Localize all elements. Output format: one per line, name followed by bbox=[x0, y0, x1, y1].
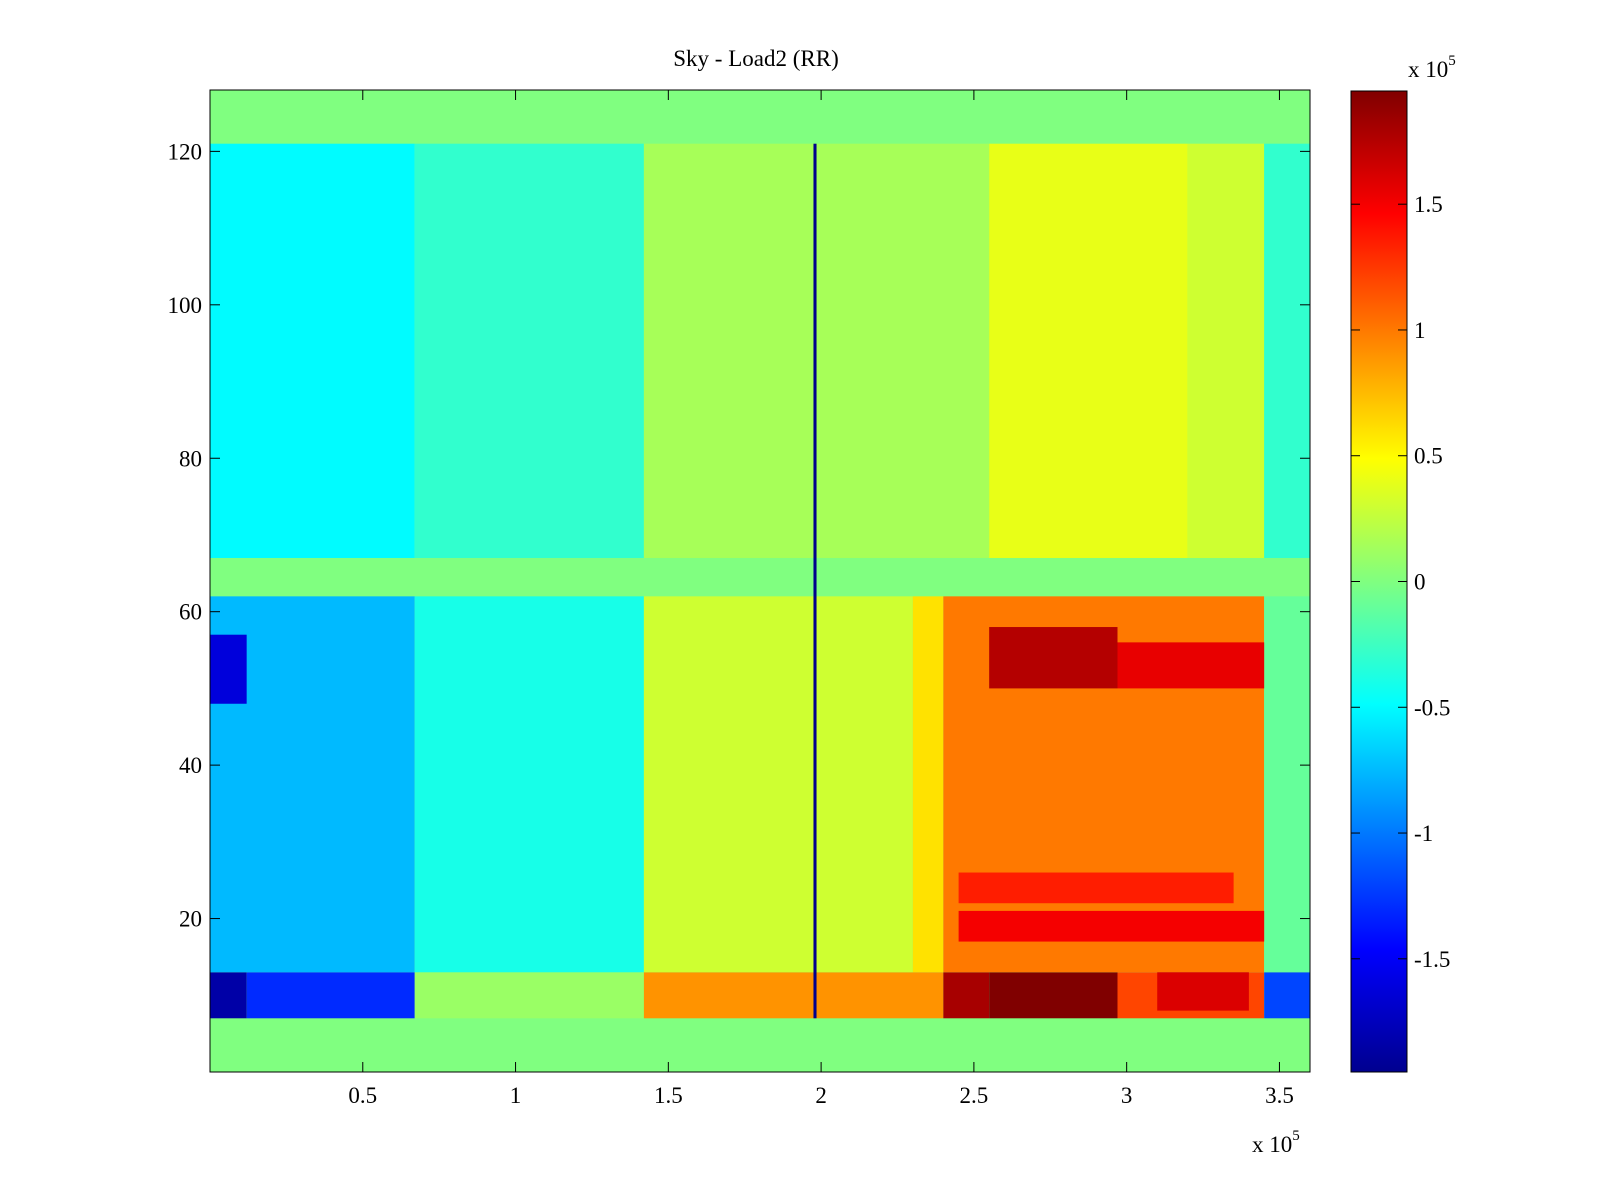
heatmap-cell-25 bbox=[1264, 143, 1310, 558]
x-tick-label: 2 bbox=[815, 1083, 827, 1108]
heatmap-cell-13 bbox=[1264, 596, 1310, 973]
heatmap-cell-11 bbox=[912, 596, 944, 973]
colorbar-tick-label: -0.5 bbox=[1414, 695, 1450, 720]
heatmap-cell-18 bbox=[1157, 972, 1249, 1011]
x-tick-label: 1 bbox=[510, 1083, 522, 1108]
heatmap-cell-1 bbox=[246, 972, 415, 1019]
empty-row-band-2 bbox=[210, 90, 1310, 144]
empty-row-band-0 bbox=[210, 1018, 1310, 1072]
x-tick-label: 1.5 bbox=[654, 1083, 683, 1108]
heatmap-cell-19 bbox=[210, 634, 247, 704]
x-tick-label: 2.5 bbox=[960, 1083, 989, 1108]
y-tick-label: 120 bbox=[168, 139, 203, 164]
plot-frame bbox=[209, 89, 1311, 1073]
y-tick-label: 80 bbox=[179, 446, 202, 471]
colorbar-multiplier: x 105 bbox=[1408, 53, 1456, 82]
heatmap-cell-22 bbox=[643, 143, 990, 558]
x-tick-label: 3 bbox=[1121, 1083, 1133, 1108]
colorbar-tick-label: 1.5 bbox=[1414, 192, 1443, 217]
heatmap-cell-3 bbox=[643, 972, 944, 1019]
heatmap-cell-7 bbox=[1264, 972, 1310, 1019]
heatmap-cell-2 bbox=[414, 972, 644, 1019]
chart-title: Sky - Load2 (RR) bbox=[673, 46, 838, 71]
heatmap-cell-4 bbox=[943, 972, 990, 1019]
heatmap-cell-10 bbox=[643, 596, 913, 973]
y-tick-label: 100 bbox=[168, 293, 203, 318]
heatmap-cell-14 bbox=[989, 627, 1118, 689]
x-tick-label: 0.5 bbox=[348, 1083, 377, 1108]
heatmap-cells bbox=[210, 90, 1310, 1072]
heatmap-cell-23 bbox=[989, 143, 1188, 558]
heatmap-cell-9 bbox=[414, 596, 644, 973]
y-tick-label: 40 bbox=[179, 753, 202, 778]
heatmap-cell-26 bbox=[813, 143, 817, 1019]
colorbar-tick-label: -1 bbox=[1414, 821, 1433, 846]
y-axis: 20 40 60 80 100 120 bbox=[168, 139, 1310, 932]
colorbar-ticks: 1.5 1 0.5 0 -0.5 -1 -1.5 bbox=[1351, 192, 1450, 972]
heatmap-cell-21 bbox=[414, 143, 644, 558]
y-tick-label: 60 bbox=[179, 600, 202, 625]
y-tick-label: 20 bbox=[179, 907, 202, 932]
x-axis: 0.5 1 1.5 2 2.5 3 3.5 bbox=[348, 90, 1294, 1108]
heatmap-cell-16 bbox=[958, 910, 1265, 942]
colorbar-tick-label: 1 bbox=[1414, 318, 1426, 343]
colorbar-tick-label: 0 bbox=[1414, 570, 1426, 595]
heatmap-cell-17 bbox=[958, 872, 1234, 904]
heatmap-cell-5 bbox=[989, 972, 1118, 1019]
heatmap-cell-20 bbox=[210, 143, 415, 558]
x-tick-label: 3.5 bbox=[1265, 1083, 1294, 1108]
colorbar-tick-label: -1.5 bbox=[1414, 947, 1450, 972]
heatmap-cell-15 bbox=[1117, 642, 1265, 689]
empty-row-band-1 bbox=[210, 557, 1310, 597]
heatmap-cell-0 bbox=[210, 972, 247, 1019]
colorbar-tick-label: 0.5 bbox=[1414, 444, 1443, 469]
x-axis-multiplier: x 105 bbox=[1252, 1128, 1300, 1157]
heatmap-cell-24 bbox=[1187, 143, 1265, 558]
